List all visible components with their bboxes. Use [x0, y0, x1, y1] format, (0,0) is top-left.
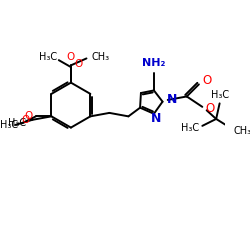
Text: O: O [22, 115, 30, 125]
Text: CH₃: CH₃ [234, 126, 250, 136]
Text: H₃C: H₃C [0, 120, 18, 130]
Text: O: O [205, 102, 214, 115]
Text: O: O [67, 52, 75, 62]
Text: N: N [150, 112, 161, 126]
Text: H₃C: H₃C [181, 122, 199, 132]
Text: N: N [167, 94, 177, 106]
Text: CH₃: CH₃ [92, 52, 110, 62]
Text: H₃C: H₃C [210, 90, 229, 100]
Text: H₃C: H₃C [8, 118, 26, 128]
Text: O: O [202, 74, 211, 88]
Text: O: O [74, 58, 82, 68]
Text: O: O [24, 111, 32, 121]
Text: H₃C: H₃C [39, 52, 57, 62]
Text: NH₂: NH₂ [142, 58, 166, 68]
